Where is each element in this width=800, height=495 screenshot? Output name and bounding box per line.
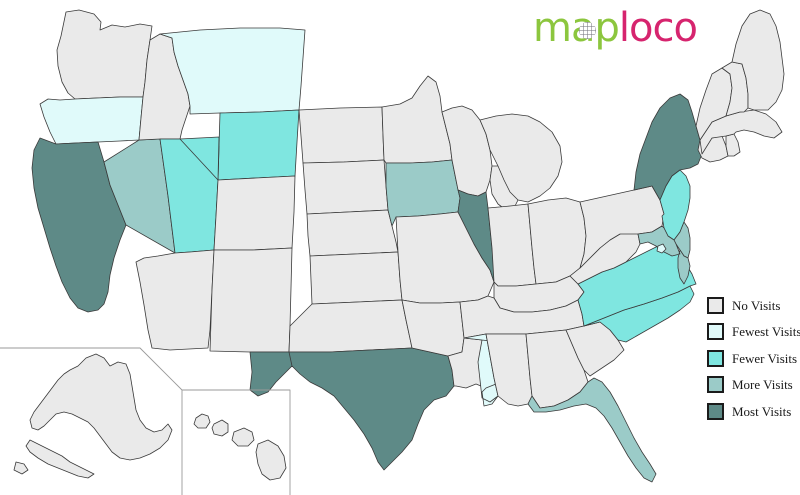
state-KS[interactable] (310, 252, 402, 304)
state-DE[interactable] (674, 222, 690, 258)
legend-label-fewer-visits: Fewer Visits (732, 350, 798, 366)
state-OR[interactable] (40, 97, 143, 144)
legend-label-no-visits: No Visits (732, 297, 781, 313)
hawaii-inset-frame (182, 390, 290, 495)
state-HI[interactable] (194, 414, 286, 480)
logo-text-loco: loco (618, 5, 698, 51)
state-AZ[interactable] (136, 250, 214, 350)
legend-label-more-visits: More Visits (732, 377, 793, 393)
state-WY[interactable] (218, 110, 299, 180)
state-NE[interactable] (307, 210, 398, 256)
state-RI[interactable] (726, 134, 740, 156)
inset-frames (0, 348, 290, 495)
state-MO[interactable] (396, 212, 494, 303)
state-SD[interactable] (303, 160, 388, 214)
legend: No Visits Fewest Visits Fewer Visits Mor… (707, 292, 800, 425)
state-OK[interactable] (289, 300, 412, 352)
legend-item-fewest-visits[interactable]: Fewest Visits (707, 319, 800, 346)
logo-text-map: map (533, 5, 620, 51)
legend-swatch-most-visits (707, 402, 724, 420)
state-ND[interactable] (299, 107, 384, 163)
legend-item-more-visits[interactable]: More Visits (707, 372, 800, 399)
legend-swatch-no-visits (707, 296, 724, 314)
legend-item-no-visits[interactable]: No Visits (707, 292, 800, 319)
legend-label-most-visits: Most Visits (732, 403, 792, 419)
legend-item-fewer-visits[interactable]: Fewer Visits (707, 345, 800, 372)
states-layer (14, 10, 784, 482)
state-AK[interactable] (14, 354, 172, 478)
logo-text-wrap: maploco (533, 5, 698, 51)
maploco-logo[interactable]: maploco (533, 5, 698, 51)
legend-swatch-more-visits (707, 376, 724, 394)
state-MN[interactable] (382, 76, 452, 163)
state-NM[interactable] (210, 248, 292, 352)
state-CO[interactable] (214, 176, 295, 250)
state-FL[interactable] (528, 378, 656, 482)
legend-item-most-visits[interactable]: Most Visits (707, 398, 800, 425)
state-DC[interactable] (657, 244, 666, 253)
state-MD[interactable] (638, 226, 690, 284)
state-MI[interactable] (480, 114, 562, 210)
legend-swatch-fewest-visits (707, 323, 724, 341)
state-NJ[interactable] (660, 170, 690, 240)
legend-swatch-fewer-visits (707, 349, 724, 367)
state-ME[interactable] (732, 10, 784, 110)
state-WA[interactable] (57, 10, 152, 99)
alaska-inset-frame (0, 348, 182, 495)
legend-label-fewest-visits: Fewest Visits (732, 324, 800, 340)
